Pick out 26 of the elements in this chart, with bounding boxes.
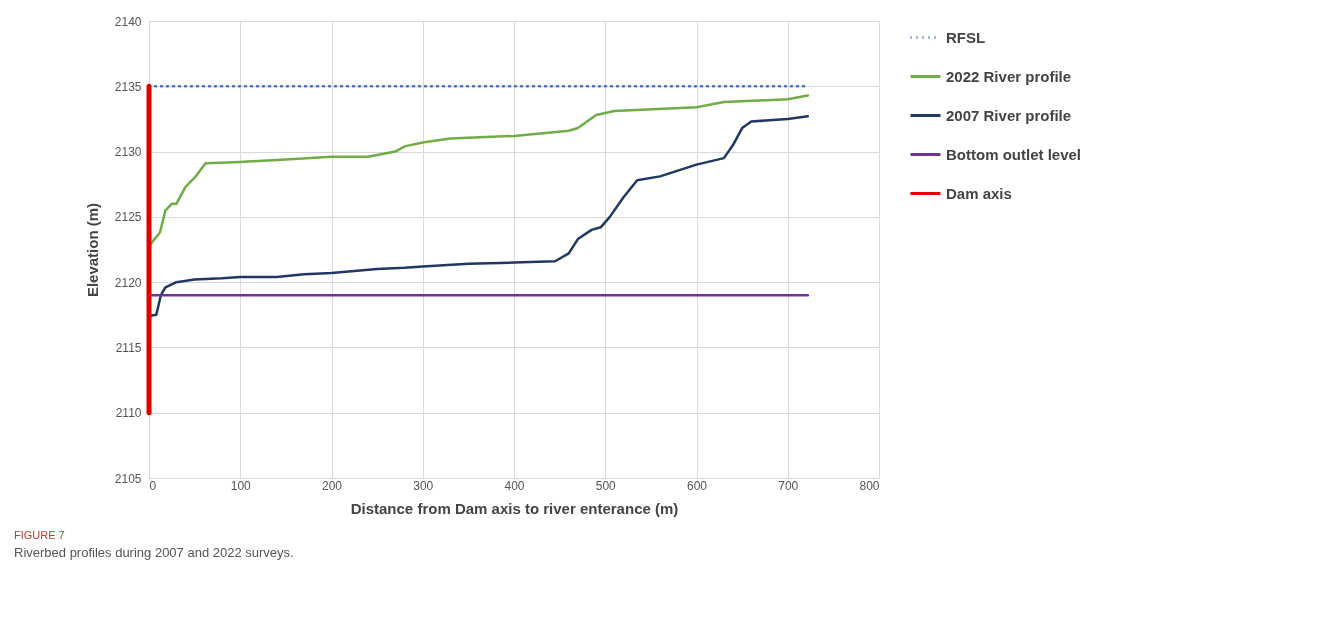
y-tick-label: 2125 <box>114 210 142 225</box>
x-tick-label: 0 <box>149 478 157 493</box>
legend-label: 2007 River profile <box>946 106 1072 124</box>
legend-label: RFSL <box>946 28 986 46</box>
y-tick-label: 2120 <box>114 275 142 290</box>
x-tick-label: 100 <box>230 478 252 493</box>
y-tick-label: 2140 <box>114 14 142 29</box>
y-axis-title: Elevation (m) <box>83 202 101 298</box>
y-tick-label: 2110 <box>115 406 142 421</box>
legend-label: Dam axis <box>946 184 1012 202</box>
caption: FIGURE 7 <box>14 529 66 541</box>
y-tick-label: 2105 <box>114 471 142 486</box>
x-tick-label: 300 <box>413 478 434 493</box>
x-tick-label: 400 <box>504 478 525 493</box>
x-tick-label: 600 <box>686 478 708 493</box>
x-tick-label: 800 <box>859 478 880 493</box>
x-axis-title: Distance from Dam axis to river enterance (m) <box>350 499 679 517</box>
x-tick-label: 500 <box>595 478 617 493</box>
text: Riverbed profiles during 2007 and 2022 surveys. <box>14 545 295 560</box>
y-tick-label: 2130 <box>114 145 142 160</box>
y-tick-label: 2115 <box>115 340 142 355</box>
x-tick-label: 200 <box>321 478 343 493</box>
legend-label: 2022 River profile <box>946 67 1072 85</box>
legend-label: Bottom outlet level <box>946 145 1082 163</box>
x-tick-label: 700 <box>778 478 799 493</box>
y-tick-label: 2135 <box>114 79 142 94</box>
